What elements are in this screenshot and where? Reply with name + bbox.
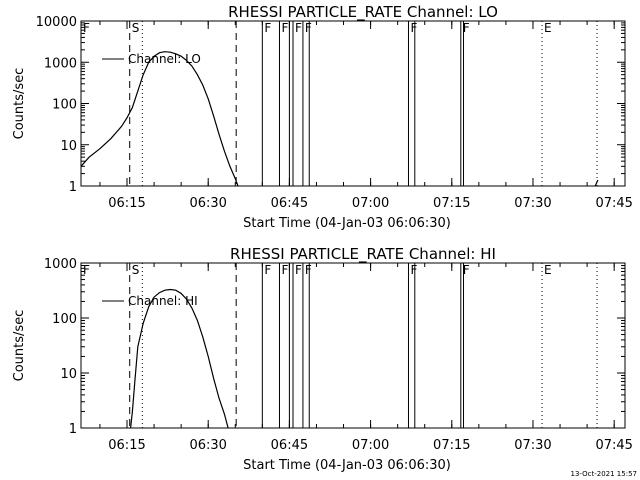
y-tick-label: 10000 bbox=[36, 15, 77, 30]
marker-letter: F bbox=[305, 263, 312, 277]
x-tick-label: 06:15 bbox=[108, 438, 145, 453]
marker-letter: F bbox=[281, 263, 288, 277]
x-tick-label: 07:15 bbox=[433, 196, 470, 211]
x-tick-label: 07:00 bbox=[352, 196, 389, 211]
x-tick-label: 07:30 bbox=[514, 438, 551, 453]
marker-letter: F bbox=[295, 21, 302, 35]
marker-letter: F bbox=[83, 263, 90, 277]
marker-letter: E bbox=[544, 263, 552, 277]
y-axis-label: Counts/sec bbox=[12, 310, 27, 382]
y-tick-label: 1000 bbox=[44, 56, 77, 71]
y-tick-label: 10 bbox=[60, 139, 77, 154]
marker-letter: F bbox=[83, 21, 90, 35]
y-tick-label: 1 bbox=[69, 180, 77, 195]
chart-title: RHESSI PARTICLE_RATE Channel: HI bbox=[230, 245, 496, 264]
x-tick-label: 07:45 bbox=[595, 438, 632, 453]
x-tick-label: 06:30 bbox=[189, 196, 226, 211]
plot-frame bbox=[80, 262, 626, 429]
legend-label: Channel: HI bbox=[128, 294, 198, 308]
marker-letter: F bbox=[463, 263, 470, 277]
data-series-line bbox=[80, 51, 239, 187]
y-tick-label: 1000 bbox=[44, 257, 77, 272]
x-axis-label: Start Time (04-Jan-03 06:06:30) bbox=[243, 216, 451, 231]
marker-letter: F bbox=[463, 21, 470, 35]
chart-panel-1: RHESSI PARTICLE_RATE Channel: LO Counts/s… bbox=[12, 3, 633, 231]
marker-letter: F bbox=[281, 21, 288, 35]
marker-letter: E bbox=[544, 21, 552, 35]
marker-letter: F bbox=[264, 21, 271, 35]
y-tick-label: 10 bbox=[60, 367, 77, 382]
marker-letter: F bbox=[295, 263, 302, 277]
x-tick-label: 06:45 bbox=[271, 196, 308, 211]
x-tick-label: 07:30 bbox=[514, 196, 551, 211]
x-tick-label: 06:30 bbox=[189, 438, 226, 453]
x-tick-label: 07:45 bbox=[595, 196, 632, 211]
y-axis-label: Counts/sec bbox=[12, 68, 27, 140]
x-axis-label: Start Time (04-Jan-03 06:06:30) bbox=[243, 458, 451, 473]
x-tick-label: 07:00 bbox=[352, 438, 389, 453]
marker-letter: F bbox=[264, 263, 271, 277]
data-tail-segment bbox=[594, 179, 599, 187]
chart-panel-2: RHESSI PARTICLE_RATE Channel: HI Counts/s… bbox=[12, 245, 633, 473]
marker-letter: S bbox=[132, 263, 140, 277]
marker-letter: S bbox=[132, 21, 140, 35]
legend-label: Channel: LO bbox=[128, 52, 201, 66]
chart-title: RHESSI PARTICLE_RATE Channel: LO bbox=[228, 3, 498, 22]
y-tick-label: 100 bbox=[52, 312, 77, 327]
footer-stamp: 13-Oct-2021 15:57 bbox=[571, 470, 637, 478]
marker-letter: F bbox=[410, 263, 417, 277]
y-tick-label: 1 bbox=[69, 422, 77, 437]
marker-letter: F bbox=[305, 21, 312, 35]
x-tick-label: 07:15 bbox=[433, 438, 470, 453]
x-tick-label: 06:45 bbox=[271, 438, 308, 453]
y-tick-label: 100 bbox=[52, 98, 77, 113]
marker-letter: F bbox=[410, 21, 417, 35]
data-series-line bbox=[130, 288, 229, 429]
x-tick-label: 06:15 bbox=[108, 196, 145, 211]
